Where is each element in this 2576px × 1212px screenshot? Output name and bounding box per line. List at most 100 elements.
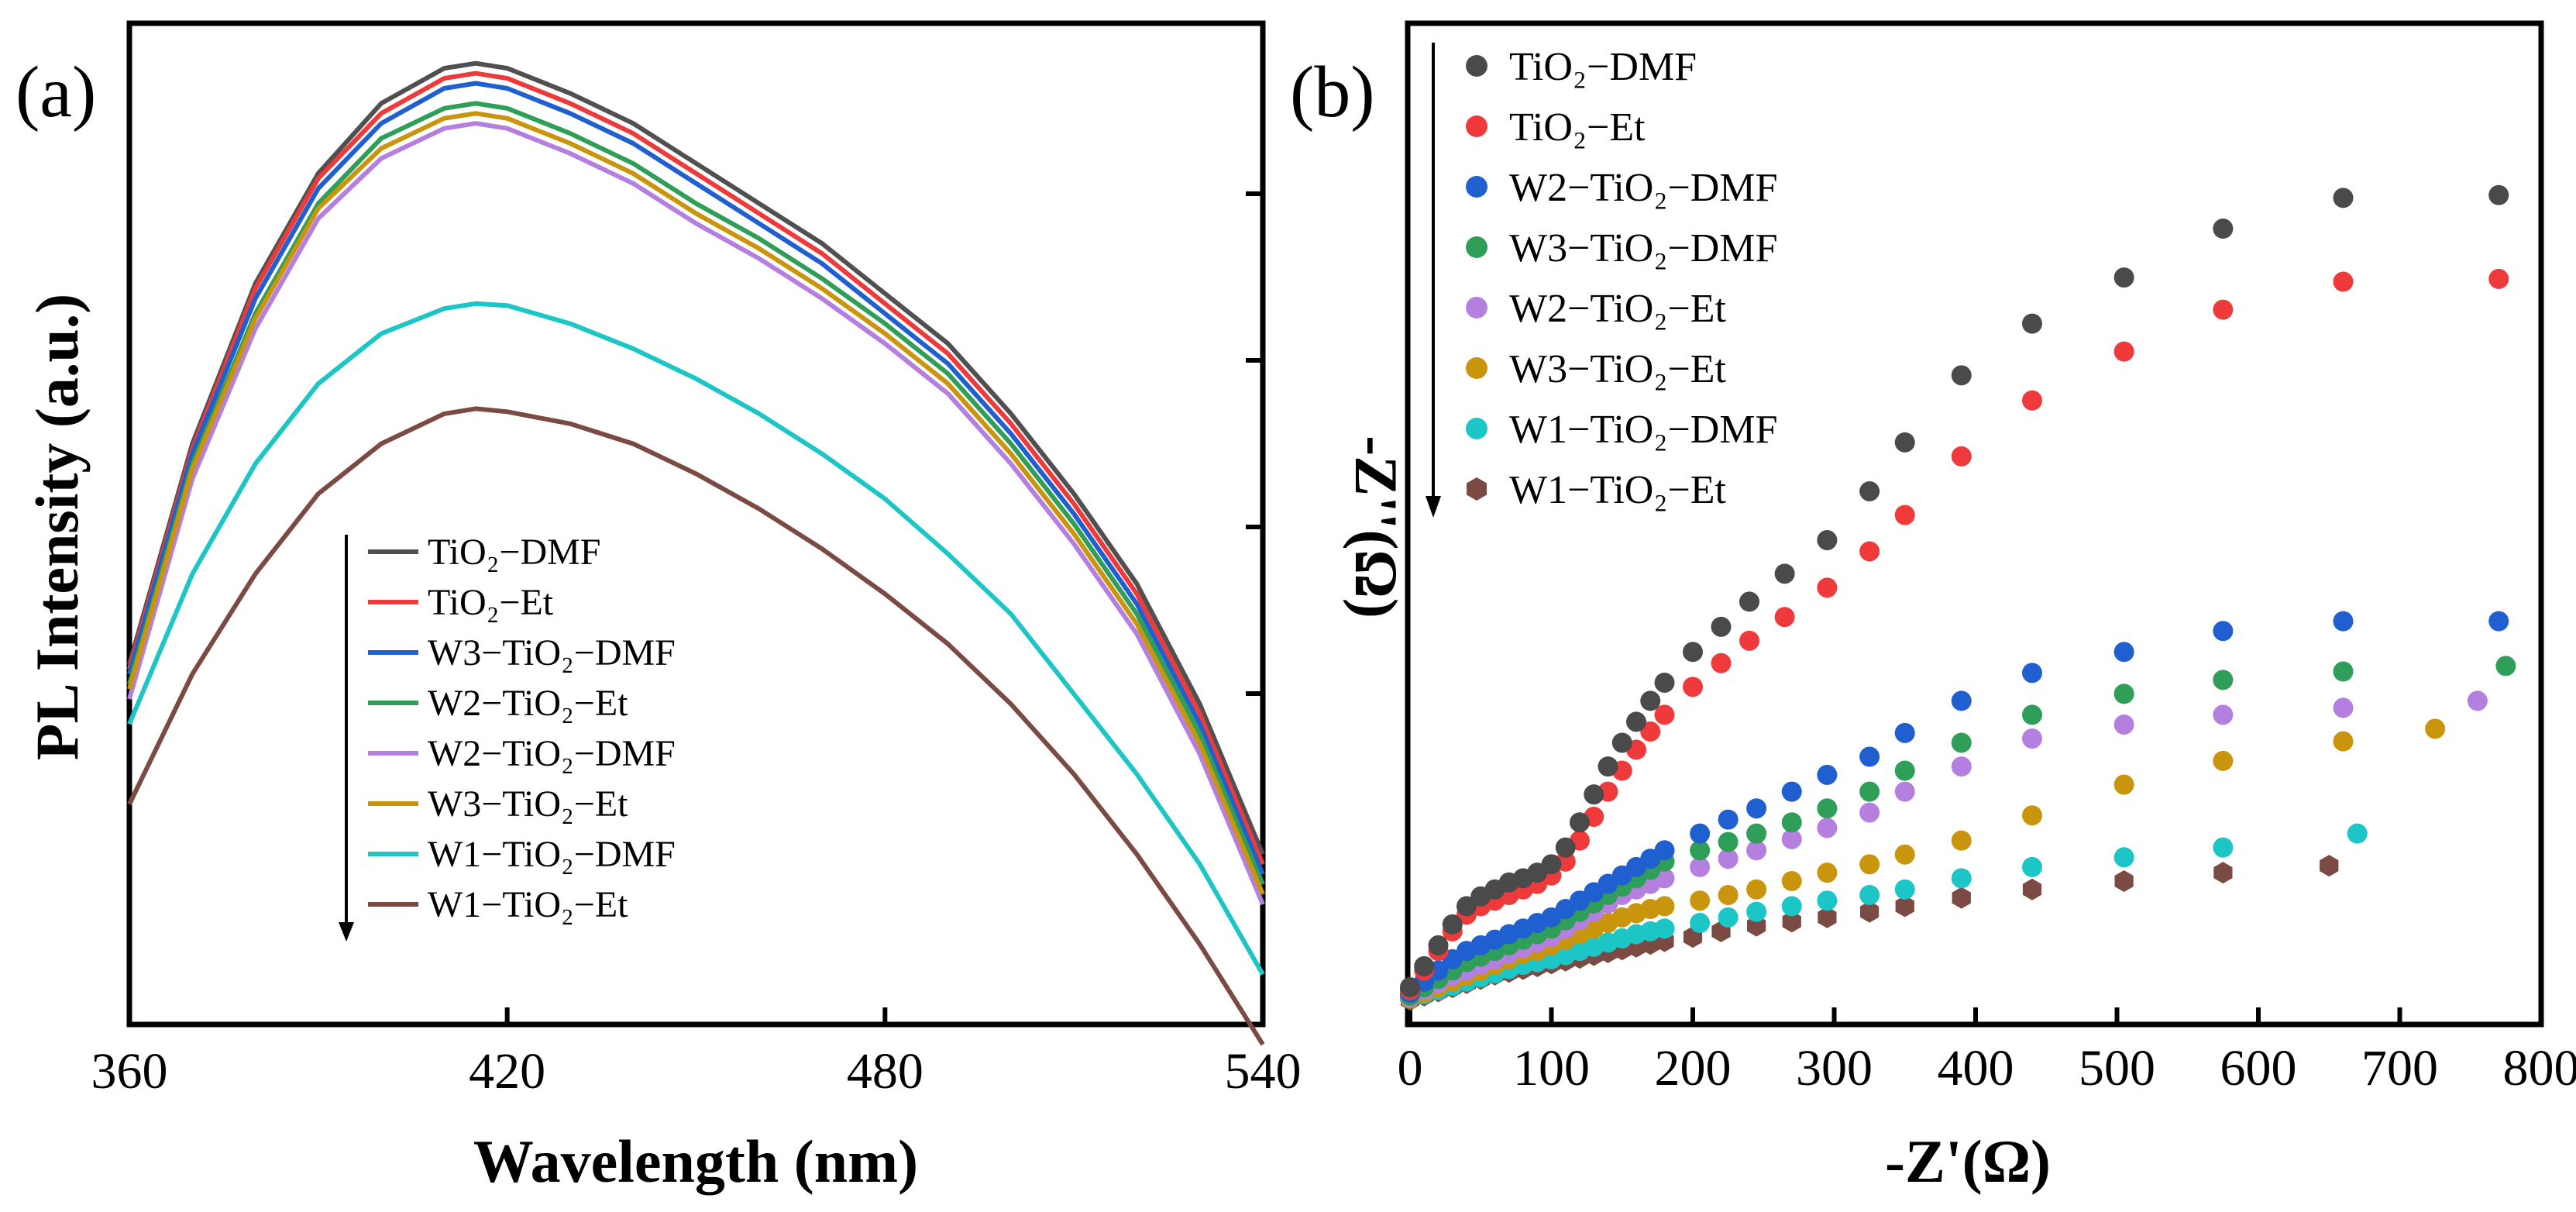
b-x-tick-label-2: 200 bbox=[1655, 1040, 1732, 1097]
b-point-4-23 bbox=[1817, 818, 1838, 838]
b-point-0-29 bbox=[2213, 219, 2234, 239]
b-point-5-21 bbox=[1746, 879, 1767, 900]
b-point-0-0 bbox=[1400, 976, 1420, 997]
b-point-3-24 bbox=[1859, 781, 1880, 802]
b-point-2-23 bbox=[1817, 764, 1838, 785]
b-point-5-29 bbox=[2213, 750, 2234, 771]
b-point-0-10 bbox=[1541, 854, 1562, 875]
b-point-4-27 bbox=[2022, 728, 2042, 749]
b-point-3-19 bbox=[1690, 840, 1711, 861]
b-legend-marker-0 bbox=[1466, 55, 1487, 77]
b-point-1-27 bbox=[2022, 390, 2042, 411]
panel-b-x-axis-title: -Z'(Ω) bbox=[1885, 1128, 2051, 1195]
b-point-2-27 bbox=[2022, 663, 2042, 683]
panel-b-x-ticks: 0 100 200 300 400 500 600 700 800 bbox=[1398, 1007, 2576, 1097]
b-point-0-20 bbox=[1711, 616, 1732, 637]
b-legend-marker-2 bbox=[1466, 176, 1487, 198]
b-point-4-28 bbox=[2113, 714, 2134, 735]
b-point-5-31 bbox=[2425, 718, 2446, 739]
b-point-5-18 bbox=[1654, 896, 1675, 917]
a-series-line-5 bbox=[127, 111, 1265, 896]
b-legend-marker-7 bbox=[1467, 477, 1487, 501]
b-point-3-30 bbox=[2333, 661, 2354, 682]
b-legend-marker-4 bbox=[1466, 297, 1487, 318]
b-point-5-27 bbox=[2022, 805, 2042, 826]
b-point-6-28 bbox=[2113, 847, 2134, 868]
b-point-7-27 bbox=[2022, 878, 2042, 900]
b-point-2-22 bbox=[1781, 781, 1802, 802]
b-point-2-31 bbox=[2488, 611, 2509, 632]
b-point-0-14 bbox=[1598, 756, 1618, 777]
b-point-3-20 bbox=[1718, 832, 1739, 852]
b-point-1-31 bbox=[2488, 268, 2509, 289]
b-point-1-22 bbox=[1774, 607, 1795, 628]
b-point-1-23 bbox=[1817, 577, 1838, 598]
b-x-tick-label-4: 400 bbox=[1938, 1040, 2014, 1097]
panel-a-pl-spectra: (a) 360 420 480 540 TiO₂−DMF TiO₂−Et W3−TiO₂−… bbox=[15, 20, 1302, 1195]
b-point-0-4 bbox=[1457, 896, 1477, 917]
b-series-2 bbox=[1400, 611, 2509, 1004]
b-point-3-23 bbox=[1817, 798, 1838, 819]
b-point-1-29 bbox=[2213, 299, 2234, 320]
b-point-7-30 bbox=[2320, 855, 2339, 877]
b-point-1-17 bbox=[1640, 721, 1661, 742]
b-point-5-30 bbox=[2333, 731, 2354, 752]
panel-b-label: (b) bbox=[1290, 52, 1375, 133]
b-legend-label-6: W1−TiO₂−DMF bbox=[1509, 408, 1778, 452]
b-point-4-20 bbox=[1718, 849, 1739, 869]
a-legend-label-1: TiO₂−Et bbox=[428, 582, 554, 623]
a-x-tick-label-0: 360 bbox=[91, 1043, 168, 1100]
b-x-tick-label-8: 800 bbox=[2503, 1040, 2576, 1097]
b-point-2-19 bbox=[1690, 823, 1711, 844]
b-point-1-21 bbox=[1739, 630, 1759, 651]
a-legend-label-5: W3−TiO₂−Et bbox=[428, 783, 628, 825]
b-point-0-31 bbox=[2488, 184, 2509, 205]
b-point-5-22 bbox=[1781, 870, 1802, 891]
b-point-4-24 bbox=[1859, 802, 1880, 823]
panel-b-nyquist-plot: (b) 0 100 200 300 400 500 600 700 800 TiO₂−DMFTi… bbox=[1290, 20, 2576, 1195]
panel-a-x-axis-title: Wavelength (nm) bbox=[473, 1128, 918, 1195]
a-series-line-1 bbox=[127, 71, 1265, 866]
b-point-1-19 bbox=[1683, 677, 1703, 697]
b-x-tick-label-1: 100 bbox=[1513, 1040, 1590, 1097]
b-point-5-28 bbox=[2113, 774, 2134, 795]
b-point-6-18 bbox=[1654, 918, 1675, 939]
b-point-0-28 bbox=[2113, 267, 2134, 288]
b-point-0-24 bbox=[1859, 480, 1880, 501]
b-point-1-20 bbox=[1711, 652, 1732, 673]
b-legend-label-2: W2−TiO₂−DMF bbox=[1509, 166, 1778, 210]
b-point-4-29 bbox=[2213, 704, 2234, 725]
b-legend-label-3: W3−TiO₂−DMF bbox=[1509, 226, 1778, 270]
b-point-0-1 bbox=[1414, 955, 1435, 976]
b-point-0-23 bbox=[1817, 530, 1838, 551]
a-legend-label-6: W1−TiO₂−DMF bbox=[428, 834, 676, 875]
b-point-5-23 bbox=[1817, 863, 1838, 883]
b-point-0-21 bbox=[1739, 591, 1759, 612]
a-x-tick-label-2: 480 bbox=[847, 1043, 923, 1100]
b-point-0-26 bbox=[1951, 365, 1972, 386]
b-point-2-30 bbox=[2333, 611, 2354, 632]
b-series-0 bbox=[1400, 184, 2509, 997]
b-legend-marker-5 bbox=[1466, 357, 1487, 379]
b-point-4-31 bbox=[2467, 690, 2488, 711]
b-point-0-17 bbox=[1640, 690, 1661, 711]
b-point-5-26 bbox=[1951, 830, 1972, 851]
b-x-tick-label-5: 500 bbox=[2079, 1040, 2155, 1097]
a-series-line-3 bbox=[127, 101, 1265, 886]
b-point-4-26 bbox=[1951, 756, 1972, 777]
b-legend-marker-6 bbox=[1466, 418, 1487, 439]
a-legend-label-3: W2−TiO₂−Et bbox=[428, 683, 628, 724]
a-series-line-2 bbox=[127, 81, 1265, 876]
b-point-6-20 bbox=[1718, 907, 1739, 928]
b-point-4-19 bbox=[1690, 856, 1711, 877]
b-point-5-24 bbox=[1859, 854, 1880, 875]
b-point-3-22 bbox=[1781, 812, 1802, 833]
b-x-tick-label-0: 0 bbox=[1398, 1040, 1423, 1097]
a-x-tick-label-3: 540 bbox=[1225, 1043, 1302, 1100]
b-point-0-25 bbox=[1894, 432, 1915, 453]
a-series-line-0 bbox=[127, 60, 1265, 856]
panel-b-legend: TiO₂−DMF TiO₂−Et W2−TiO₂−DMF W3−TiO₂−DMF W2−… bbox=[1426, 43, 1778, 518]
b-point-6-23 bbox=[1817, 890, 1838, 911]
b-point-1-25 bbox=[1894, 504, 1915, 525]
panel-a-series-lines bbox=[127, 60, 1265, 1046]
